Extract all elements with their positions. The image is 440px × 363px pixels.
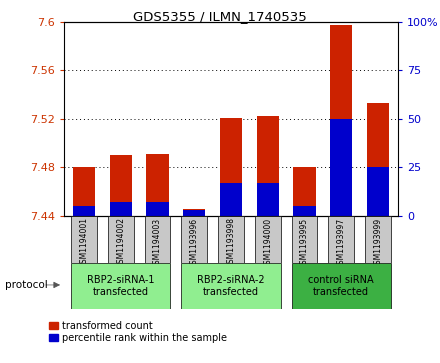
Bar: [73, 206, 95, 216]
Bar: [110, 155, 132, 216]
Bar: [330, 119, 352, 216]
FancyBboxPatch shape: [255, 216, 281, 263]
Bar: [367, 167, 389, 216]
Bar: [367, 103, 389, 216]
FancyBboxPatch shape: [328, 216, 354, 263]
Bar: [293, 167, 315, 216]
Bar: [293, 206, 315, 216]
Bar: [73, 167, 95, 216]
Text: GSM1194000: GSM1194000: [263, 217, 272, 269]
FancyBboxPatch shape: [365, 216, 391, 263]
Text: RBP2-siRNA-2
transfected: RBP2-siRNA-2 transfected: [197, 276, 265, 297]
Bar: [257, 117, 279, 216]
Text: GSM1193996: GSM1193996: [190, 217, 199, 269]
FancyBboxPatch shape: [108, 216, 134, 263]
Text: GSM1193995: GSM1193995: [300, 217, 309, 269]
Text: GSM1194002: GSM1194002: [116, 217, 125, 268]
FancyBboxPatch shape: [71, 263, 170, 309]
Legend: transformed count, percentile rank within the sample: transformed count, percentile rank withi…: [49, 321, 227, 343]
FancyBboxPatch shape: [292, 216, 317, 263]
FancyBboxPatch shape: [218, 216, 244, 263]
Text: GSM1193998: GSM1193998: [227, 217, 235, 268]
Bar: [220, 183, 242, 216]
Bar: [110, 203, 132, 216]
FancyBboxPatch shape: [181, 216, 207, 263]
Text: GSM1194003: GSM1194003: [153, 217, 162, 269]
Bar: [183, 209, 205, 216]
Text: GSM1194001: GSM1194001: [80, 217, 88, 268]
FancyBboxPatch shape: [145, 216, 170, 263]
Text: control siRNA
transfected: control siRNA transfected: [308, 276, 374, 297]
FancyBboxPatch shape: [71, 216, 97, 263]
Text: GSM1193997: GSM1193997: [337, 217, 346, 269]
Bar: [220, 118, 242, 216]
Bar: [147, 154, 169, 216]
Bar: [183, 210, 205, 216]
FancyBboxPatch shape: [181, 263, 281, 309]
Bar: [147, 203, 169, 216]
FancyBboxPatch shape: [292, 263, 391, 309]
Text: GSM1193999: GSM1193999: [374, 217, 382, 269]
Text: protocol: protocol: [5, 280, 48, 290]
Text: GDS5355 / ILMN_1740535: GDS5355 / ILMN_1740535: [133, 10, 307, 23]
Bar: [257, 183, 279, 216]
Text: RBP2-siRNA-1
transfected: RBP2-siRNA-1 transfected: [87, 276, 154, 297]
Bar: [330, 25, 352, 216]
